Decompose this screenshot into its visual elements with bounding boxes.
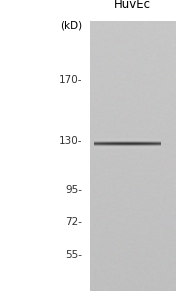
Text: (kD): (kD) [60,21,82,31]
Text: 72-: 72- [65,217,82,227]
Text: 55-: 55- [65,250,82,260]
Text: 130-: 130- [59,136,82,146]
Text: 95-: 95- [65,185,82,195]
Text: 170-: 170- [59,75,82,85]
Text: HuvEc: HuvEc [114,0,151,11]
